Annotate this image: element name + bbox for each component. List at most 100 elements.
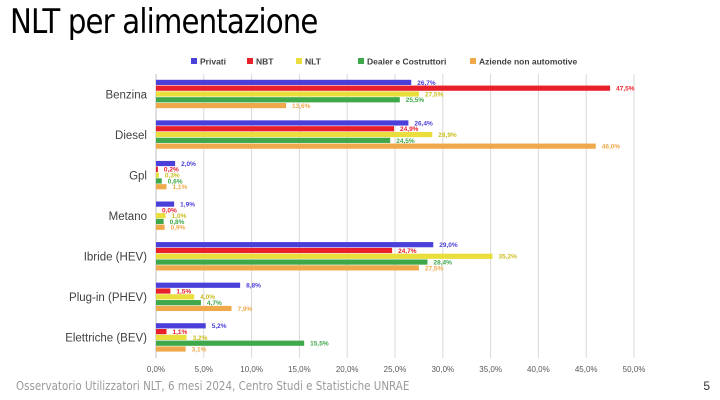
bar bbox=[156, 91, 419, 97]
data-label: 13,6% bbox=[292, 103, 311, 110]
x-tick-label: 25,0% bbox=[384, 365, 407, 374]
slide-title: NLT per alimentazione bbox=[10, 2, 318, 42]
data-label: 28,4% bbox=[434, 259, 453, 266]
data-label: 24,7% bbox=[398, 248, 417, 255]
bar bbox=[156, 178, 162, 184]
bar bbox=[156, 294, 195, 300]
data-label: 27,5% bbox=[425, 91, 444, 98]
data-label: 8,8% bbox=[246, 283, 261, 290]
bar bbox=[156, 300, 201, 306]
bar bbox=[156, 329, 167, 335]
bar bbox=[156, 131, 433, 138]
x-tick-label: 30,0% bbox=[431, 365, 454, 374]
x-tick-label: 40,0% bbox=[527, 365, 550, 374]
data-label: 46,0% bbox=[602, 144, 621, 151]
page-number: 5 bbox=[703, 379, 710, 393]
x-tick-label: 5,0% bbox=[195, 365, 213, 374]
data-label: 29,0% bbox=[439, 242, 458, 249]
data-label: 4,7% bbox=[207, 300, 222, 307]
bar bbox=[156, 137, 391, 143]
data-label: 1,9% bbox=[180, 202, 195, 209]
bar bbox=[156, 172, 159, 178]
data-label: 26,4% bbox=[414, 120, 433, 127]
bar bbox=[156, 213, 166, 219]
bar bbox=[156, 201, 175, 207]
bar bbox=[156, 242, 434, 248]
data-label: 24,9% bbox=[400, 126, 419, 133]
category-label: Gpl bbox=[129, 170, 147, 182]
category-label: Diesel bbox=[115, 130, 147, 142]
data-label: 47,5% bbox=[616, 86, 635, 93]
bar bbox=[156, 218, 164, 225]
legend-label: Dealer e Costruttori bbox=[367, 57, 446, 67]
data-label: 3,1% bbox=[192, 346, 207, 353]
bar bbox=[156, 143, 596, 149]
x-tick-label: 35,0% bbox=[479, 365, 502, 374]
x-tick-label: 50,0% bbox=[623, 365, 646, 374]
data-label: 0,0% bbox=[162, 207, 177, 214]
slide-footer: Osservatorio Utilizzatori NLT, 6 mesi 20… bbox=[16, 379, 410, 393]
legend-swatch bbox=[470, 58, 476, 64]
data-label: 0,9% bbox=[171, 225, 186, 232]
bar bbox=[156, 282, 241, 288]
legend-label: NLT bbox=[305, 57, 322, 67]
legend-label: NBT bbox=[256, 57, 274, 67]
bar bbox=[156, 102, 287, 109]
category-label: Elettriche (BEV) bbox=[65, 333, 147, 345]
legend-swatch bbox=[296, 58, 302, 64]
bar bbox=[156, 265, 419, 271]
bar bbox=[156, 247, 393, 254]
bar bbox=[156, 224, 165, 230]
bar bbox=[156, 166, 158, 172]
bar bbox=[156, 97, 400, 103]
data-label: 0,2% bbox=[164, 167, 179, 174]
category-label: Metano bbox=[109, 211, 147, 223]
x-tick-label: 20,0% bbox=[336, 365, 359, 374]
data-label: 35,2% bbox=[499, 254, 518, 261]
x-tick-label: 15,0% bbox=[288, 365, 311, 374]
bar bbox=[156, 340, 305, 346]
data-label: 7,9% bbox=[238, 306, 253, 313]
legend-swatch bbox=[358, 58, 364, 64]
bar bbox=[156, 126, 395, 132]
bar bbox=[156, 184, 167, 190]
bar bbox=[156, 346, 186, 352]
bar bbox=[156, 120, 409, 126]
data-label: 15,5% bbox=[310, 341, 329, 348]
category-label: Plug-in (PHEV) bbox=[69, 292, 147, 304]
bar bbox=[156, 160, 176, 167]
bar bbox=[156, 305, 232, 312]
legend-swatch bbox=[191, 58, 197, 64]
data-label: 0,3% bbox=[165, 173, 180, 180]
bar bbox=[156, 259, 428, 265]
bar bbox=[156, 323, 206, 329]
x-tick-label: 45,0% bbox=[575, 365, 598, 374]
data-label: 1,5% bbox=[176, 288, 191, 295]
bar bbox=[156, 334, 187, 341]
data-label: 0,6% bbox=[168, 178, 183, 185]
data-label: 4,0% bbox=[200, 294, 215, 301]
data-label: 2,0% bbox=[181, 161, 196, 168]
legend-swatch bbox=[247, 58, 253, 64]
data-label: 24,5% bbox=[396, 138, 415, 145]
x-tick-label: 0,0% bbox=[147, 365, 165, 374]
data-label: 25,5% bbox=[406, 97, 425, 104]
data-label: 5,2% bbox=[212, 323, 227, 330]
data-label: 1,1% bbox=[173, 329, 188, 336]
data-label: 27,5% bbox=[425, 265, 444, 272]
data-label: 28,9% bbox=[438, 132, 457, 139]
data-label: 1,0% bbox=[172, 213, 187, 220]
bar bbox=[156, 288, 171, 294]
data-label: 26,7% bbox=[417, 80, 436, 87]
data-label: 3,2% bbox=[193, 335, 208, 342]
bar bbox=[156, 253, 493, 259]
legend-label: Privati bbox=[200, 57, 226, 67]
data-label: 1,1% bbox=[173, 184, 188, 191]
data-label: 0,8% bbox=[170, 219, 185, 226]
bar bbox=[156, 85, 611, 91]
x-tick-label: 10,0% bbox=[240, 365, 263, 374]
bar bbox=[156, 79, 412, 85]
category-label: Benzina bbox=[105, 89, 147, 101]
category-label: Ibride (HEV) bbox=[84, 252, 147, 264]
